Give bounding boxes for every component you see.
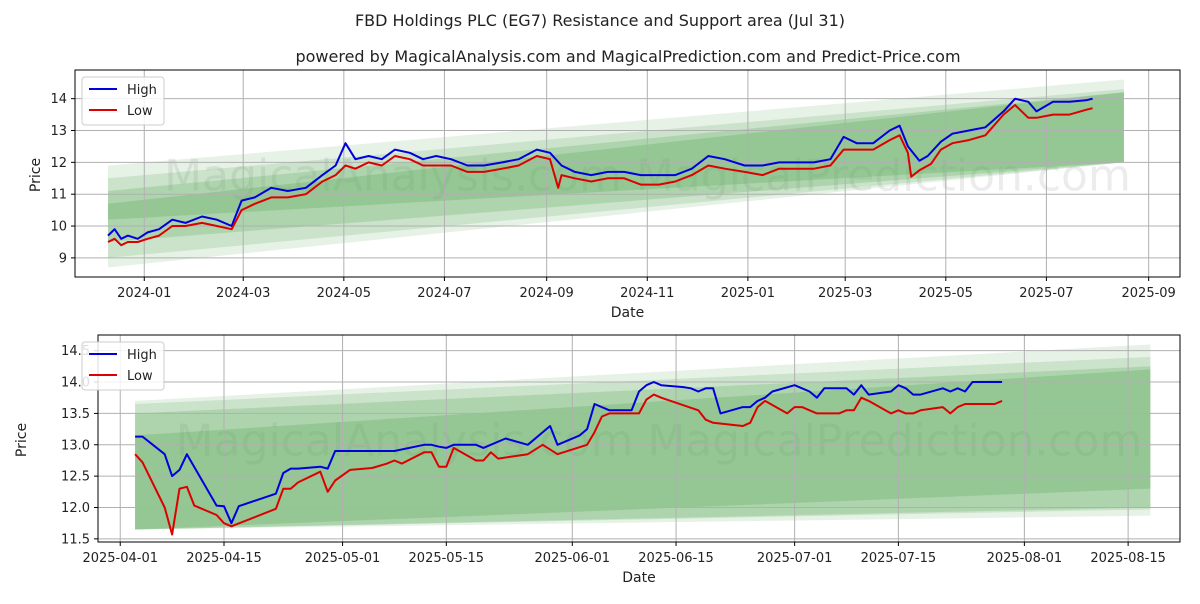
y-tick-label: 13.0 bbox=[61, 438, 90, 453]
x-axis-label: Date bbox=[622, 570, 655, 586]
x-tick-label: 2025-05-15 bbox=[409, 551, 485, 566]
y-tick-label: 12 bbox=[50, 156, 67, 171]
x-tick-label: 2024-07 bbox=[417, 286, 471, 301]
y-tick-label: 10 bbox=[50, 220, 67, 235]
band-layer-1 bbox=[107, 89, 1124, 258]
y-tick-label: 13.5 bbox=[61, 407, 90, 422]
chart-title: FBD Holdings PLC (EG7) Resistance and Su… bbox=[355, 11, 845, 30]
x-tick-label: 2025-03 bbox=[818, 286, 872, 301]
x-tick-label: 2024-11 bbox=[620, 286, 674, 301]
band-layer-3 bbox=[107, 92, 1124, 220]
series-line-low bbox=[107, 104, 1093, 247]
x-tick-label: 2025-09 bbox=[1122, 286, 1176, 301]
band-layer-2 bbox=[107, 92, 1124, 242]
y-tick-label: 11.5 bbox=[61, 532, 90, 547]
x-tick-label: 2025-06-01 bbox=[535, 551, 611, 566]
x-tick-label: 2025-04-01 bbox=[82, 551, 158, 566]
y-tick-label: 12.5 bbox=[61, 470, 90, 485]
y-tick-label: 13 bbox=[50, 124, 67, 139]
x-tick-label: 2024-03 bbox=[216, 286, 270, 301]
x-tick-label: 2025-08-15 bbox=[1090, 551, 1166, 566]
x-tick-label: 2025-06-15 bbox=[638, 551, 714, 566]
y-axis-label: Price bbox=[14, 423, 30, 457]
x-tick-label: 2025-08-01 bbox=[987, 551, 1063, 566]
x-axis-label: Date bbox=[611, 305, 644, 321]
legend-label-high: High bbox=[127, 348, 157, 363]
chart-subtitle: powered by MagicalAnalysis.com and Magic… bbox=[295, 47, 960, 66]
band-layer-2 bbox=[135, 366, 1151, 530]
series-line-low bbox=[134, 393, 1003, 536]
x-tick-label: 2025-05-01 bbox=[305, 551, 381, 566]
y-tick-label: 14 bbox=[50, 92, 67, 107]
bottom-panel: MagicalAnalysis.com MagicalPrediction.co… bbox=[14, 334, 1181, 586]
series-line-high bbox=[107, 97, 1093, 240]
legend-label-high: High bbox=[127, 83, 157, 98]
series-line-high bbox=[135, 381, 1003, 525]
x-tick-label: 2025-04-15 bbox=[186, 551, 262, 566]
band-layer-0 bbox=[107, 79, 1124, 268]
x-tick-label: 2025-01 bbox=[721, 286, 775, 301]
x-tick-label: 2024-09 bbox=[520, 286, 574, 301]
band-layer-1 bbox=[135, 356, 1151, 530]
legend: High Low bbox=[81, 76, 165, 126]
legend-label-low: Low bbox=[127, 104, 153, 119]
y-tick-label: 9 bbox=[59, 251, 67, 266]
y-axis-label: Price bbox=[28, 158, 44, 192]
x-tick-label: 2024-05 bbox=[317, 286, 371, 301]
band-layer-3 bbox=[135, 369, 1151, 530]
x-tick-label: 2025-05 bbox=[919, 286, 973, 301]
y-tick-label: 11 bbox=[50, 188, 67, 203]
plot-frame bbox=[74, 69, 1181, 278]
x-tick-label: 2025-07-15 bbox=[861, 551, 937, 566]
x-tick-label: 2025-07 bbox=[1019, 286, 1073, 301]
plot-frame bbox=[97, 334, 1181, 543]
top-panel: MagicalAnalysis.com MagicalPrediction.co… bbox=[28, 69, 1181, 321]
x-tick-label: 2024-01 bbox=[117, 286, 171, 301]
band-layer-0 bbox=[135, 344, 1151, 530]
watermark-text: MagicalAnalysis.com MagicalPrediction.co… bbox=[176, 416, 1143, 467]
x-tick-label: 2025-07-01 bbox=[757, 551, 833, 566]
y-tick-label: 12.0 bbox=[61, 501, 90, 516]
legend-label-low: Low bbox=[127, 369, 153, 384]
legend: High Low bbox=[81, 341, 165, 391]
